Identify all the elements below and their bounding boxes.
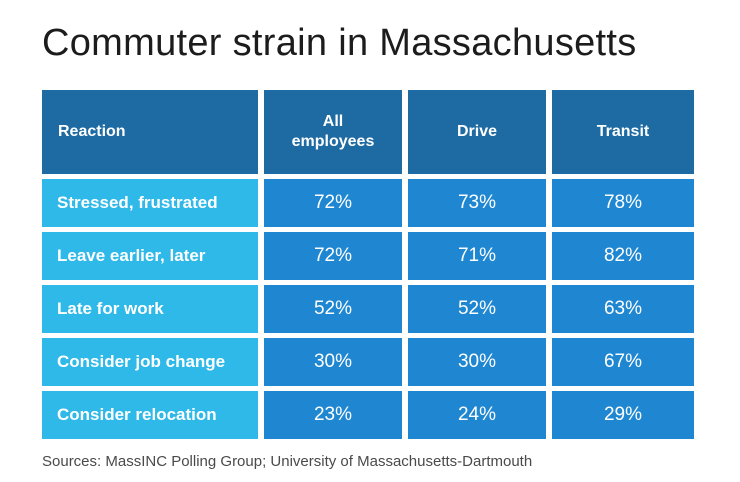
value-cell: 72% [264, 231, 402, 280]
row-label: Consider job change [57, 351, 226, 371]
column-header-label: All employees [291, 112, 375, 150]
cell-value: 24% [457, 403, 497, 425]
column-header-label: Drive [456, 122, 498, 140]
column-header-label: Reaction [58, 122, 126, 140]
value-cell: 71% [408, 231, 546, 280]
cell-value: 72% [313, 191, 353, 213]
row-label: Late for work [57, 298, 164, 318]
cell-value: 23% [313, 403, 353, 425]
column-header-reaction: Reaction [42, 89, 258, 174]
row-label: Leave earlier, later [57, 245, 206, 265]
row-label-cell-stressed-frustrated: Stressed, frustrated [42, 178, 258, 227]
cell-value: 30% [313, 350, 353, 372]
row-label-cell-late-for-work: Late for work [42, 284, 258, 333]
column-header-label: Transit [596, 122, 650, 140]
row-label-cell-consider-job-change: Consider job change [42, 337, 258, 386]
value-cell: 29% [552, 390, 694, 439]
value-cell: 52% [408, 284, 546, 333]
cell-value: 67% [603, 350, 643, 372]
value-cell: 82% [552, 231, 694, 280]
cell-value: 78% [603, 191, 643, 213]
row-label: Consider relocation [57, 404, 217, 424]
value-cell: 78% [552, 178, 694, 227]
page-title: Commuter strain in Massachusetts [42, 22, 637, 64]
infographic-page: Commuter strain in Massachusetts Reactio… [42, 22, 694, 470]
column-header-drive: Drive [408, 89, 546, 174]
cell-value: 52% [313, 297, 353, 319]
value-cell: 24% [408, 390, 546, 439]
value-cell: 52% [264, 284, 402, 333]
column-header-all-employees: All employees [264, 89, 402, 174]
row-label: Stressed, frustrated [57, 192, 218, 212]
value-cell: 73% [408, 178, 546, 227]
commuter-strain-table: Reaction All employees Drive Transit Stresse… [42, 89, 694, 439]
cell-value: 52% [457, 297, 497, 319]
column-header-transit: Transit [552, 89, 694, 174]
value-cell: 67% [552, 337, 694, 386]
cell-value: 73% [457, 191, 497, 213]
row-label-cell-consider-relocation: Consider relocation [42, 390, 258, 439]
source-note: Sources: MassINC Polling Group; Universi… [42, 452, 533, 470]
value-cell: 72% [264, 178, 402, 227]
value-cell: 63% [552, 284, 694, 333]
row-label-cell-leave-earlier-later: Leave earlier, later [42, 231, 258, 280]
value-cell: 30% [264, 337, 402, 386]
cell-value: 71% [457, 244, 497, 266]
cell-value: 29% [603, 403, 643, 425]
cell-value: 30% [457, 350, 497, 372]
value-cell: 30% [408, 337, 546, 386]
value-cell: 23% [264, 390, 402, 439]
cell-value: 72% [313, 244, 353, 266]
cell-value: 82% [603, 244, 643, 266]
cell-value: 63% [603, 297, 643, 319]
